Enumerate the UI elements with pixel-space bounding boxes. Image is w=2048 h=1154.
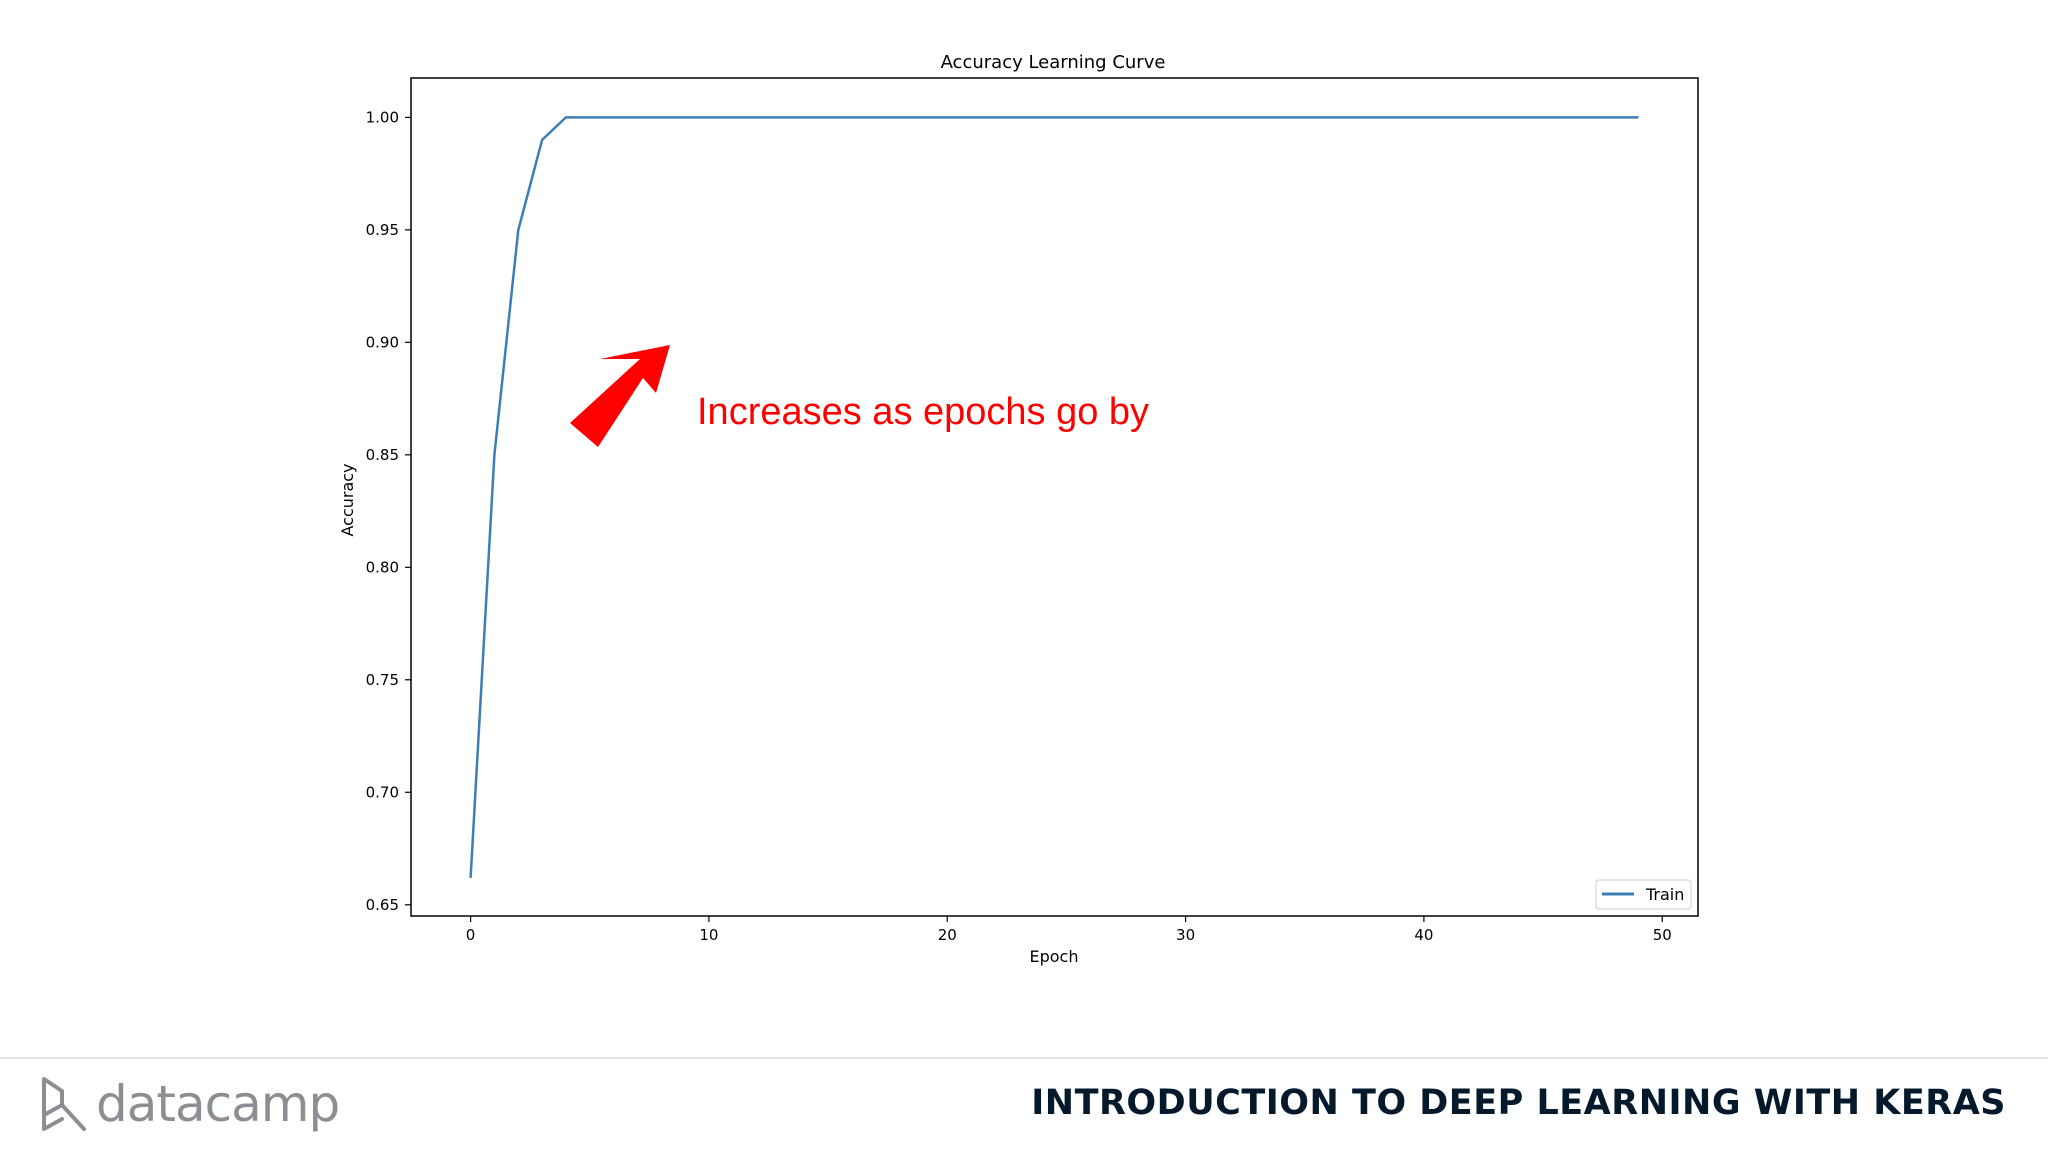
legend: Train [1595, 879, 1692, 910]
y-tick-label: 0.70 [366, 783, 399, 801]
y-tick-label: 0.80 [366, 558, 399, 576]
plot-frame [410, 77, 1699, 917]
legend-label: Train [1645, 885, 1684, 904]
y-axis-label: Accuracy [338, 463, 357, 536]
y-tick-label: 0.75 [366, 671, 399, 689]
x-tick-label: 10 [699, 926, 718, 944]
x-tick-label: 0 [466, 926, 476, 944]
x-tick-label: 30 [1176, 926, 1195, 944]
legend-box [1595, 879, 1692, 910]
datacamp-logo[interactable]: datacamp [40, 1072, 340, 1136]
y-tick-label: 0.90 [366, 333, 399, 351]
annotation-text: Increases as epochs go by [697, 391, 1149, 433]
y-tick-label: 1.00 [366, 108, 399, 126]
datacamp-logo-icon [42, 1077, 86, 1131]
x-tick-label: 40 [1414, 926, 1433, 944]
chart-title: Accuracy Learning Curve [941, 52, 1166, 73]
x-axis-label: Epoch [1030, 947, 1079, 966]
x-tick-label: 20 [938, 926, 957, 944]
y-tick-label: 0.85 [366, 446, 399, 464]
logo-wordmark: datacamp [96, 1075, 340, 1133]
footer-divider [0, 1057, 2048, 1059]
y-axis: 0.65 0.70 0.75 0.80 0.85 0.90 0.95 1.00 [366, 108, 411, 914]
up-right-arrow-icon [570, 345, 670, 447]
series-line-train [469, 116, 1639, 878]
y-tick-label: 0.95 [366, 221, 399, 239]
y-tick-label: 0.65 [366, 896, 399, 914]
series-group [469, 116, 1639, 878]
annotation: Increases as epochs go by [570, 345, 1149, 447]
x-axis: 0 10 20 30 40 50 [466, 916, 1672, 944]
x-tick-label: 50 [1653, 926, 1672, 944]
course-title: INTRODUCTION TO DEEP LEARNING WITH KERAS [1031, 1083, 2006, 1123]
